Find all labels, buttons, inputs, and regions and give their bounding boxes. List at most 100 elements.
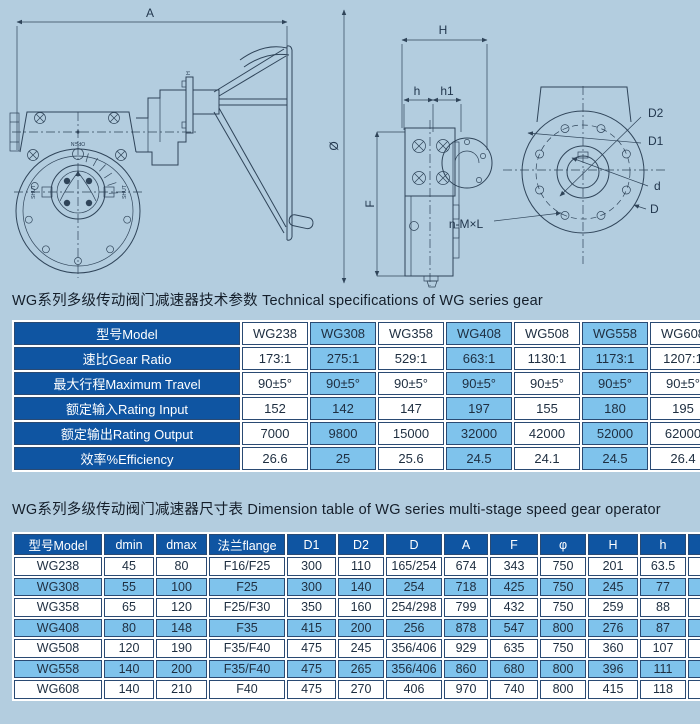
table-cell: 432	[490, 598, 538, 617]
table-cell: 25	[310, 447, 376, 470]
column-header: D1	[287, 534, 336, 555]
dial-tick-marks	[85, 153, 119, 194]
table-cell: 90±5°	[242, 372, 308, 395]
table-cell: 9800	[310, 422, 376, 445]
table-cell: 475	[287, 659, 336, 678]
table-cell: 415	[588, 680, 638, 699]
table-cell: 356/406	[386, 639, 442, 658]
table-cell: F35/F40	[209, 659, 285, 678]
table-cell: 160	[338, 598, 384, 617]
table-cell: 120	[156, 598, 207, 617]
table-cell: 87	[688, 618, 700, 637]
handwheel-handle	[288, 214, 314, 230]
dim-label-d2: D2	[648, 106, 664, 120]
table-cell: F40	[209, 680, 285, 699]
table-cell: WG508	[514, 322, 580, 345]
table-cell: 529:1	[378, 347, 444, 370]
table-cell: 111	[640, 659, 686, 678]
table-cell: 90±5°	[446, 372, 512, 395]
table-cell: 107	[640, 639, 686, 658]
table-cell: F35	[209, 618, 285, 637]
dim-label-a: A	[146, 6, 154, 20]
table-cell: WG358	[378, 322, 444, 345]
table-cell: WG308	[14, 577, 102, 596]
table-cell: 148	[156, 618, 207, 637]
front-view-drawing: A Ø	[9, 6, 347, 284]
row-header: 最大行程Maximum Travel	[14, 372, 240, 395]
column-header: dmin	[104, 534, 154, 555]
table-cell: 90±5°	[650, 372, 700, 395]
table-cell: 80	[104, 618, 154, 637]
column-header: 法兰flange	[209, 534, 285, 555]
table-cell: 1207:1	[650, 347, 700, 370]
side-view-bolts	[412, 139, 450, 185]
dim-label-phi: Ø	[327, 141, 341, 150]
table-cell: 663:1	[446, 347, 512, 370]
table-cell: 155	[514, 397, 580, 420]
table-cell: 270	[338, 680, 384, 699]
table-cell: WG558	[582, 322, 648, 345]
table-cell: WG358	[14, 598, 102, 617]
table-cell: 142	[310, 397, 376, 420]
table-cell: 24.5	[582, 447, 648, 470]
table-cell: 200	[156, 659, 207, 678]
table-cell: 680	[490, 659, 538, 678]
table-cell: WG608	[14, 680, 102, 699]
table-cell: 200	[338, 618, 384, 637]
shaft-mark-label: H	[186, 71, 192, 75]
table-cell: F35/F40	[209, 639, 285, 658]
table-cell: 425	[490, 577, 538, 596]
table-cell: WG608	[650, 322, 700, 345]
table-cell: 343	[490, 557, 538, 576]
table-cell: 740	[490, 680, 538, 699]
column-header: h1	[688, 534, 700, 555]
table-cell: 26.4	[650, 447, 700, 470]
table-cell: 80	[156, 557, 207, 576]
table-cell: 259	[588, 598, 638, 617]
column-header: F	[490, 534, 538, 555]
row-header: 额定输出Rating Output	[14, 422, 240, 445]
table-cell: 87	[640, 618, 686, 637]
section-title-specs: WG系列多级传动阀门减速器技术参数 Technical specificatio…	[12, 293, 543, 309]
table-cell: WG408	[446, 322, 512, 345]
table-cell: 245	[338, 639, 384, 658]
table-cell: 140	[104, 659, 154, 678]
table-cell: 415	[287, 618, 336, 637]
table-cell: 77	[640, 577, 686, 596]
table-cell: 970	[444, 680, 488, 699]
table-cell: 674	[444, 557, 488, 576]
table-cell: 1130:1	[514, 347, 580, 370]
table-cell: 275:1	[310, 347, 376, 370]
table-cell: 165/254	[386, 557, 442, 576]
column-header: φ	[540, 534, 586, 555]
table-cell: 100	[156, 577, 207, 596]
table-cell: 109	[688, 659, 700, 678]
table-cell: 1173:1	[582, 347, 648, 370]
table-cell: 45	[104, 557, 154, 576]
section-title-dimensions: WG系列多级传动阀门减速器尺寸表 Dimension table of WG s…	[12, 502, 661, 518]
table-cell: 55	[104, 577, 154, 596]
table-cell: F25	[209, 577, 285, 596]
column-header: h	[640, 534, 686, 555]
table-cell: 109	[688, 639, 700, 658]
table-cell: 152	[242, 397, 308, 420]
dim-label-d-cap: D	[650, 202, 659, 216]
column-header: D	[386, 534, 442, 555]
table-cell: 63.5	[640, 557, 686, 576]
column-header: D2	[338, 534, 384, 555]
table-cell: WG238	[242, 322, 308, 345]
row-header: 效率%Efficiency	[14, 447, 240, 470]
table-cell: 25.6	[378, 447, 444, 470]
row-header: 额定输入Rating Input	[14, 397, 240, 420]
table-cell: 173:1	[242, 347, 308, 370]
table-cell: 90±5°	[378, 372, 444, 395]
table-cell: 110	[338, 557, 384, 576]
table-cell: 90	[688, 598, 700, 617]
table-cell: 195	[650, 397, 700, 420]
table-cell: 750	[540, 639, 586, 658]
table-cell: 65	[104, 598, 154, 617]
technical-specifications-table: 型号Model WG238 WG308 WG358 WG408 WG508 WG558 WG6…	[12, 320, 700, 472]
table-cell: 929	[444, 639, 488, 658]
table-cell: 180	[582, 397, 648, 420]
column-header: H	[588, 534, 638, 555]
